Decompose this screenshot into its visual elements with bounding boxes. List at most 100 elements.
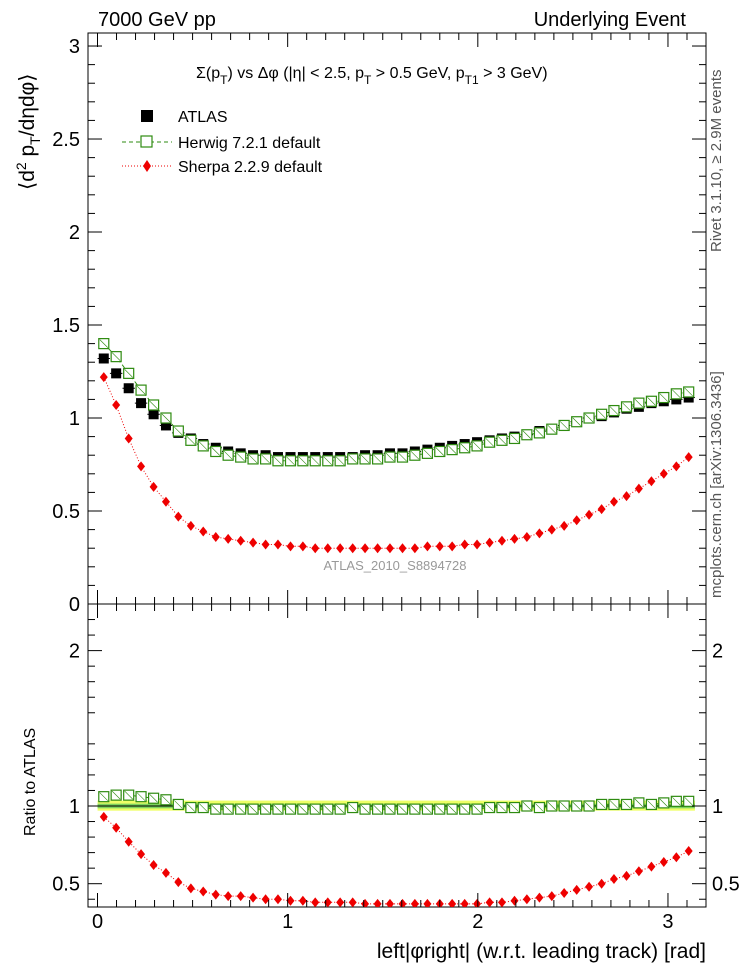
atlas-point [111,368,122,379]
ratio-y-tick-label-right: 0.5 [712,874,740,896]
ratio-herwig-point-slash [335,804,345,814]
ratio-herwig-point [160,794,172,806]
sherpa-point [199,526,208,537]
ratio-sherpa-point [647,861,656,872]
ratio-herwig-point [546,800,558,812]
ratio-herwig-point [297,803,309,815]
x-tick-label: 3 [662,911,673,933]
herwig-point-slash [360,454,370,464]
ratio-herwig-point [571,800,583,812]
herwig-point-slash [298,456,308,465]
ratio-herwig-point-slash [111,790,121,800]
ratio-herwig-point [396,803,409,815]
x-tick-label: 0 [92,911,103,933]
ratio-herwig-point [372,803,384,815]
herwig-point [484,436,496,448]
sherpa-point [137,461,146,472]
legend: ATLAS Herwig 7.2.1 default Sherpa 2.2.9 … [122,109,323,176]
ratio-sherpa-point [286,895,295,906]
ratio-y-tick-label: 0.5 [52,874,80,896]
atlas-point [136,398,147,409]
herwig-point [197,440,209,452]
ratio-herwig-point-slash [149,794,158,803]
herwig-point-slash [149,400,158,410]
ratio-herwig-point [658,797,670,809]
ratio-sherpa-point [448,898,457,907]
ratio-herwig-point-slash [311,804,320,814]
ratio-herwig-point [322,803,334,815]
ratio-herwig-point-slash [323,804,332,814]
sherpa-point [99,372,108,383]
herwig-point [409,449,421,461]
main-series-marks [97,338,695,554]
sherpa-point [273,539,282,550]
ratio-ticks: 0.5 0.5 1 1 2 2 0 1 2 3 [52,604,740,933]
sherpa-point [410,543,419,554]
ratio-herwig-point [210,803,222,815]
herwig-point [421,447,434,459]
ratio-sherpa-point [497,897,506,907]
ratio-herwig-point-slash [460,804,469,814]
ratio-y-tick-label-right: 1 [712,796,723,818]
sherpa-point [448,541,457,552]
herwig-point [459,442,471,454]
sherpa-point [373,543,382,554]
main-panel: 0 0.5 1 1.5 2 2.5 3 ATLAS_2010_S8894728 ⟨d2 pT… [13,32,707,616]
herwig-point [235,451,247,463]
herwig-point-slash [547,424,556,434]
ratio-sherpa-point [323,897,332,907]
ratio-herwig-point-slash [410,804,420,814]
sherpa-point [572,515,581,526]
ratio-sherpa-point [273,894,282,905]
herwig-point [123,367,135,379]
herwig-point [322,455,334,467]
sherpa-point [647,476,656,487]
ratio-herwig-point [533,801,546,814]
sherpa-point [298,541,307,552]
ratio-herwig-point-slash [447,804,457,814]
sherpa-point [323,543,332,554]
sherpa-point [560,520,569,531]
herwig-point-slash [572,417,581,426]
legend-herwig-label: Herwig 7.2.1 default [178,135,321,152]
herwig-point [608,404,620,417]
ratio-y-tick-label: 1 [69,796,80,818]
herwig-point [247,453,259,465]
ratio-sherpa-point [423,898,432,907]
sherpa-point [585,509,594,520]
ratio-herwig-point-slash [236,804,245,814]
herwig-point [596,408,608,420]
ratio-sherpa-point [572,884,581,895]
herwig-point-slash [385,452,395,462]
ratio-herwig-point [334,803,346,815]
ratio-sherpa-point [336,897,345,907]
herwig-point [446,444,458,456]
ratio-herwig-point-slash [497,803,507,812]
ratio-sherpa-point [659,856,668,867]
herwig-point-slash [659,393,668,402]
herwig-point [148,399,160,411]
ratio-herwig-point [608,798,620,811]
herwig-point [347,453,359,465]
herwig-point-slash [248,454,258,464]
ratio-herwig-point-slash [373,804,382,814]
header-right: Underlying Event [534,9,687,31]
y-tick-label: 0 [69,594,80,616]
ratio-herwig-point-slash [136,792,146,801]
herwig-point [372,453,384,465]
legend-atlas-label: ATLAS [178,109,228,126]
ratio-herwig-point [471,803,483,815]
herwig-point-slash [559,421,569,430]
herwig-point [272,455,284,467]
legend-herwig-marker [140,135,153,148]
herwig-point-slash [99,339,108,348]
herwig-point [546,423,558,435]
herwig-point-slash [348,454,357,464]
ratio-sherpa-point [385,898,394,907]
sherpa-point [510,533,519,544]
herwig-point [396,451,409,463]
ratio-herwig-point-slash [124,790,133,800]
ratio-herwig-point [172,798,184,811]
ratio-sherpa-point [124,836,133,847]
ratio-herwig-point-slash [472,804,482,814]
